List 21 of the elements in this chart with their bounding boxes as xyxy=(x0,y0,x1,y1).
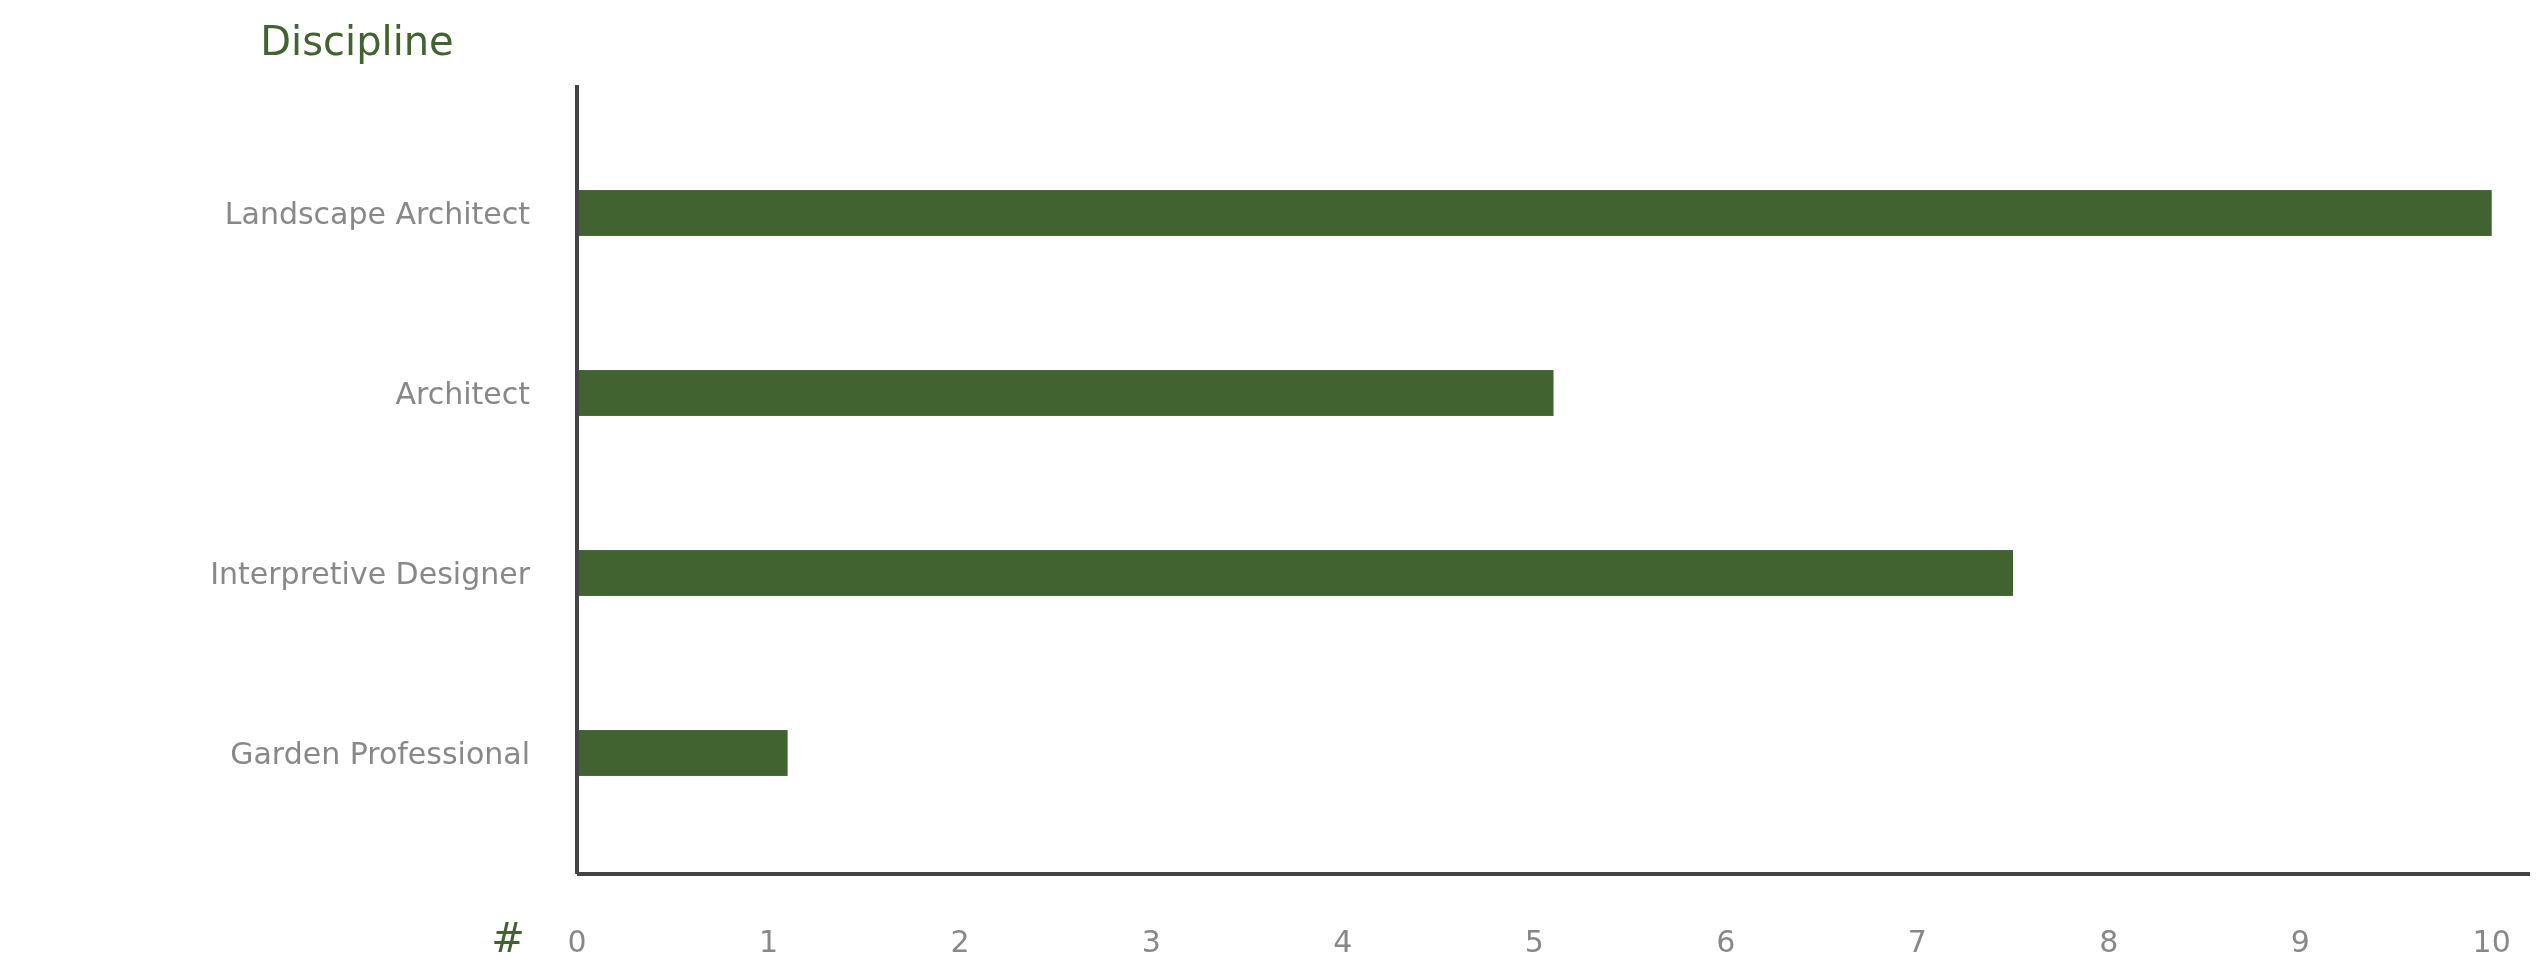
y-tick-label: Landscape Architect xyxy=(224,195,531,231)
x-tick-label: 1 xyxy=(758,924,779,959)
x-tick-label: 3 xyxy=(1141,924,1161,959)
y-tick-label: Architect xyxy=(395,375,531,411)
y-axis-title: Discipline xyxy=(260,18,454,64)
x-tick-label: 10 xyxy=(2472,924,2511,959)
x-tick-label: 0 xyxy=(567,924,587,959)
x-tick-label: 8 xyxy=(2099,924,2119,959)
x-tick-label: 5 xyxy=(1524,924,1544,959)
x-tick-label: 7 xyxy=(1907,924,1927,959)
x-tick-label: 2 xyxy=(950,924,970,959)
x-axis-title: # xyxy=(491,915,525,961)
x-tick-label: 6 xyxy=(1716,924,1736,959)
bar xyxy=(577,190,2492,236)
y-tick-label: Interpretive Designer xyxy=(210,555,531,591)
x-tick-label: 9 xyxy=(2290,924,2310,959)
bar xyxy=(577,730,788,776)
x-tick-label: 4 xyxy=(1333,924,1353,959)
bar xyxy=(577,550,2014,596)
y-tick-label: Garden Professional xyxy=(230,735,530,771)
bar xyxy=(577,370,1554,416)
